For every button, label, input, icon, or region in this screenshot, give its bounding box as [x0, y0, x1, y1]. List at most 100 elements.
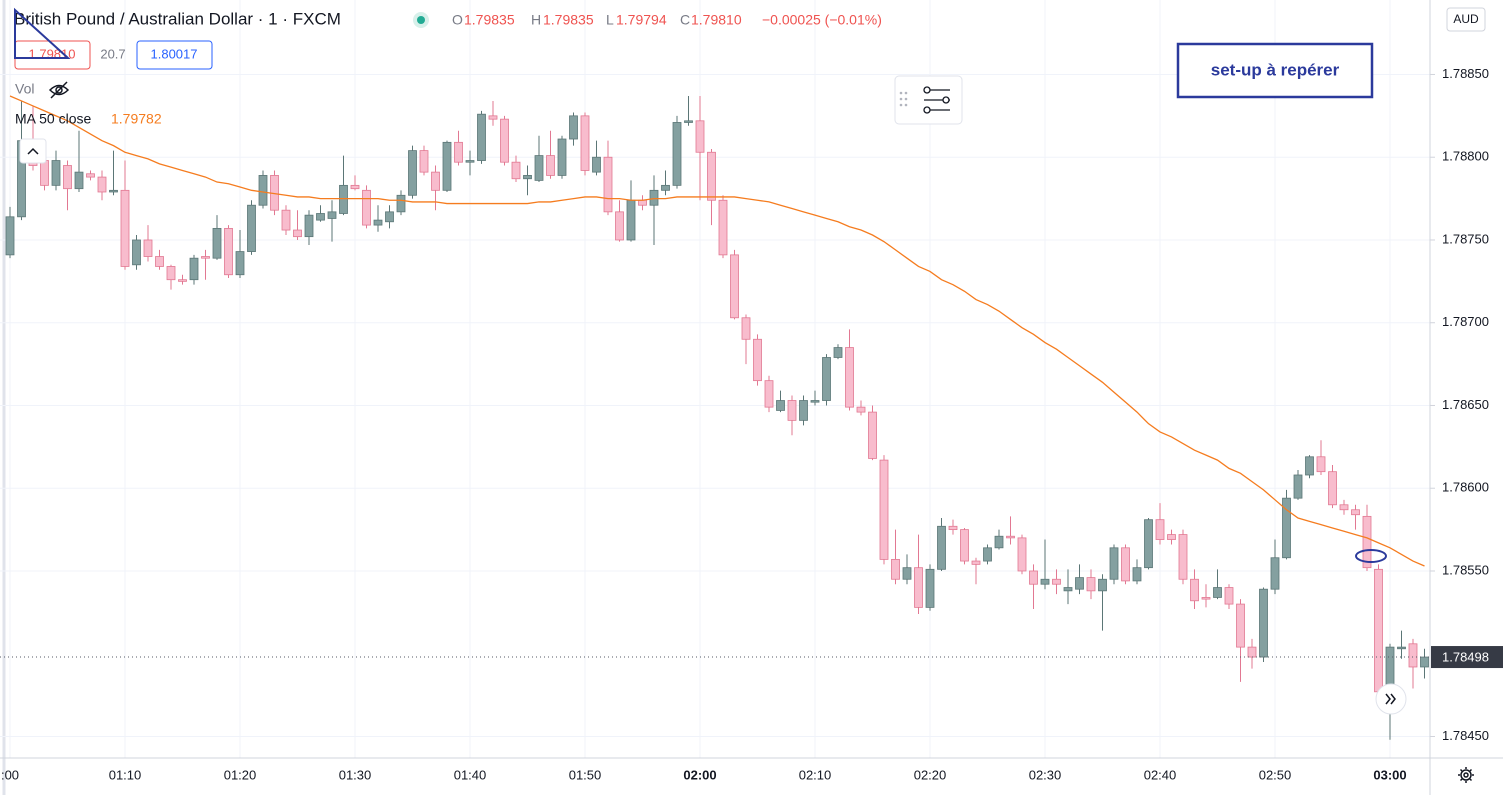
candle-body: [1247, 646, 1257, 658]
last-price: 1.78498: [0, 646, 1503, 669]
last-price-box: [1431, 646, 1503, 669]
candle-body: [396, 194, 406, 213]
x-tick-label: 02:00: [683, 767, 716, 782]
candle-body: [856, 406, 866, 413]
collapse-button[interactable]: [19, 138, 47, 164]
candle-body: [1351, 509, 1360, 516]
ohlc-value: 1.79810: [691, 12, 742, 28]
moving-average-line: [9, 95, 1425, 567]
candle-body: [937, 525, 946, 570]
candle-body: [649, 189, 659, 206]
candle-body: [350, 184, 360, 190]
scroll-icon[interactable]: [1385, 693, 1396, 705]
currency-box[interactable]: [1446, 7, 1486, 32]
ohlc-value: 1.79835: [464, 12, 515, 28]
candle-body: [281, 209, 291, 231]
x-tick-label: 02:30: [1029, 767, 1062, 782]
candle-body: [511, 161, 521, 180]
candle-body: [1236, 603, 1245, 648]
candle-body: [1282, 497, 1291, 559]
candle-body: [442, 141, 452, 191]
candle-body: [707, 151, 716, 201]
candle-body: [1017, 537, 1027, 572]
candle-body: [1167, 534, 1176, 540]
x-tick-label: 01:10: [109, 767, 142, 782]
candle-body: [316, 213, 325, 221]
candle-body: [258, 175, 268, 206]
candle-body: [983, 547, 992, 562]
candle-body: [557, 138, 567, 176]
ma-value: 1.79782: [111, 111, 162, 127]
ohlc-key: O: [452, 12, 463, 28]
y-tick-label: 1.78850: [1442, 66, 1489, 81]
candle-body: [247, 204, 256, 252]
candle-body: [1213, 587, 1222, 598]
candle-body: [143, 239, 153, 257]
sell-price[interactable]: 1.79810: [29, 46, 76, 61]
candle-body: [1374, 568, 1383, 693]
candle-body: [1362, 515, 1372, 569]
candle-body: [776, 400, 785, 411]
candle-body: [730, 254, 739, 319]
scroll-to-end[interactable]: [1375, 683, 1407, 715]
candle-body: [684, 120, 693, 123]
candle-body: [833, 347, 843, 358]
y-tick-label: 1.78450: [1442, 728, 1489, 743]
change: −0.00025 (−0.01%): [762, 12, 882, 28]
x-tick-label: 02:20: [914, 767, 947, 782]
candle-body: [534, 155, 544, 181]
y-tick-label: 1.78600: [1442, 480, 1489, 495]
candle-body: [615, 211, 624, 241]
candle-body: [178, 279, 187, 282]
triangle-drawing: [14, 7, 71, 59]
candle-body: [810, 400, 820, 403]
candle-body: [580, 115, 590, 171]
settings-gear[interactable]: [1458, 767, 1474, 783]
candle-body: [408, 150, 417, 196]
candle-body: [419, 150, 429, 173]
candle-body: [1293, 474, 1303, 499]
candle-body: [1075, 577, 1084, 590]
x-tick-label: 02:50: [1259, 767, 1292, 782]
candle-body: [97, 176, 107, 193]
candle-body: [109, 189, 118, 193]
candle-body: [799, 400, 808, 421]
candle-body: [1224, 587, 1234, 605]
indicator-settings-icon[interactable]: [923, 86, 950, 114]
candle-body: [638, 199, 647, 206]
plot-area: [5, 95, 1429, 740]
hide-icon[interactable]: [48, 81, 70, 99]
candle-body: [868, 411, 877, 459]
candle-body: [1040, 578, 1050, 585]
candle-body: [293, 229, 302, 238]
candle-body: [235, 251, 245, 276]
drag-handle[interactable]: [899, 91, 908, 107]
candle-body: [626, 199, 636, 241]
candle-body: [603, 156, 613, 213]
x-tick-label: 01:20: [224, 767, 257, 782]
candle-body: [1190, 578, 1199, 602]
candle-body: [166, 266, 176, 281]
candle-body: [1063, 587, 1073, 592]
candle-body: [994, 535, 1004, 549]
collapse-icon[interactable]: [27, 147, 39, 155]
candle-body: [948, 525, 958, 531]
candle-body: [1132, 567, 1142, 582]
candle-body: [1109, 547, 1119, 580]
spread: 20.7: [100, 46, 125, 61]
buy-price[interactable]: 1.80017: [151, 46, 198, 61]
ohlc-key: H: [531, 12, 541, 28]
symbol-title: British Pound / Australian Dollar · 1 · …: [14, 9, 341, 28]
candle-body: [718, 199, 728, 256]
candle-body: [86, 173, 95, 178]
x-tick-label: 02:40: [1144, 767, 1177, 782]
candle-body: [339, 184, 348, 214]
candle-body: [1408, 643, 1418, 668]
candle-body: [764, 380, 774, 408]
currency[interactable]: AUD: [1453, 12, 1479, 26]
price-axis: 1.78450 1.78550 1.78600 1.78650 1.78700 1.787…: [1430, 66, 1489, 743]
candle-body: [592, 156, 601, 173]
y-tick-label: 1.78700: [1442, 314, 1489, 329]
buy-button[interactable]: [136, 40, 213, 70]
